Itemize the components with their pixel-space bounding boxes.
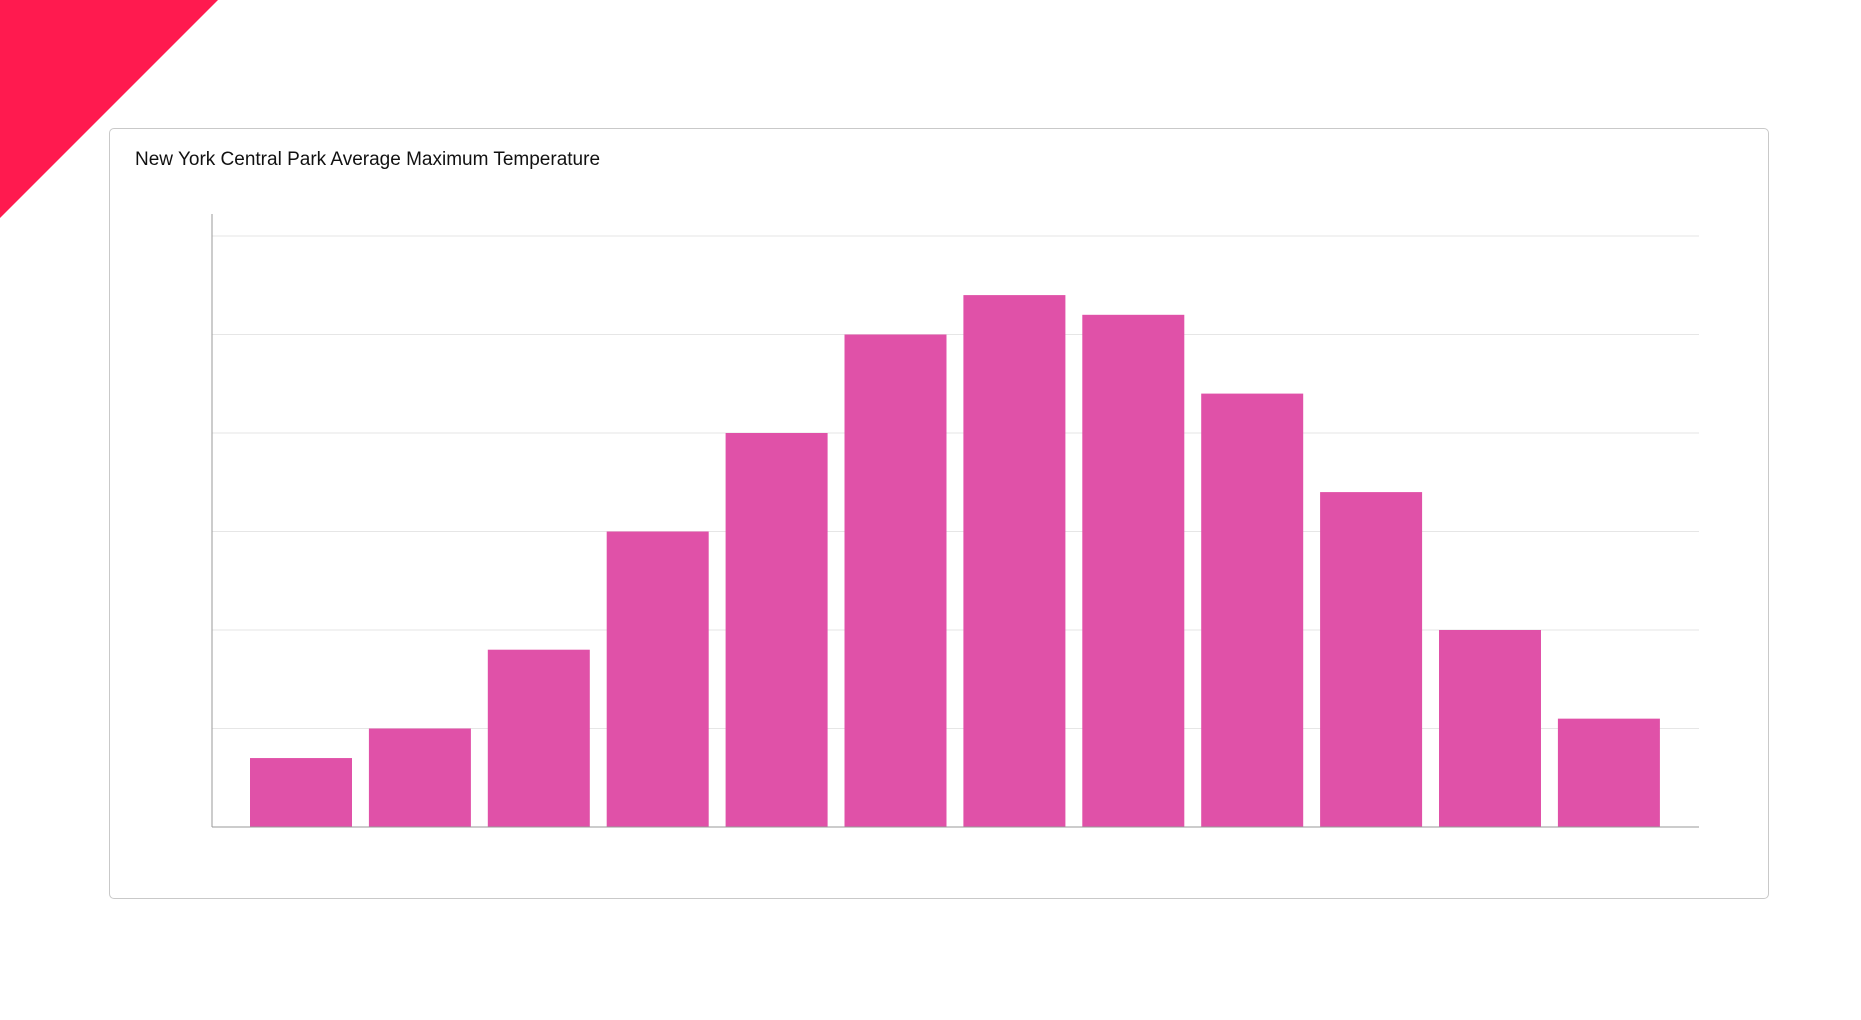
bar-feb [368,728,471,827]
chart-card: New York Central Park Average Maximum Te… [109,128,1769,899]
bar-oct [1320,492,1423,827]
chart-title: New York Central Park Average Maximum Te… [135,149,601,170]
bar-mar [487,649,590,827]
bar-jul [963,295,1066,828]
bar-aug [1082,314,1185,827]
bar-nov [1439,630,1541,827]
bar-jan [250,758,352,827]
bar-sep [1201,393,1304,827]
bar-apr [606,531,709,827]
bar-may [725,433,828,827]
bar-jun [844,334,947,827]
bar-dec [1557,718,1660,827]
bar-chart [211,214,1699,828]
bars [250,295,1660,828]
